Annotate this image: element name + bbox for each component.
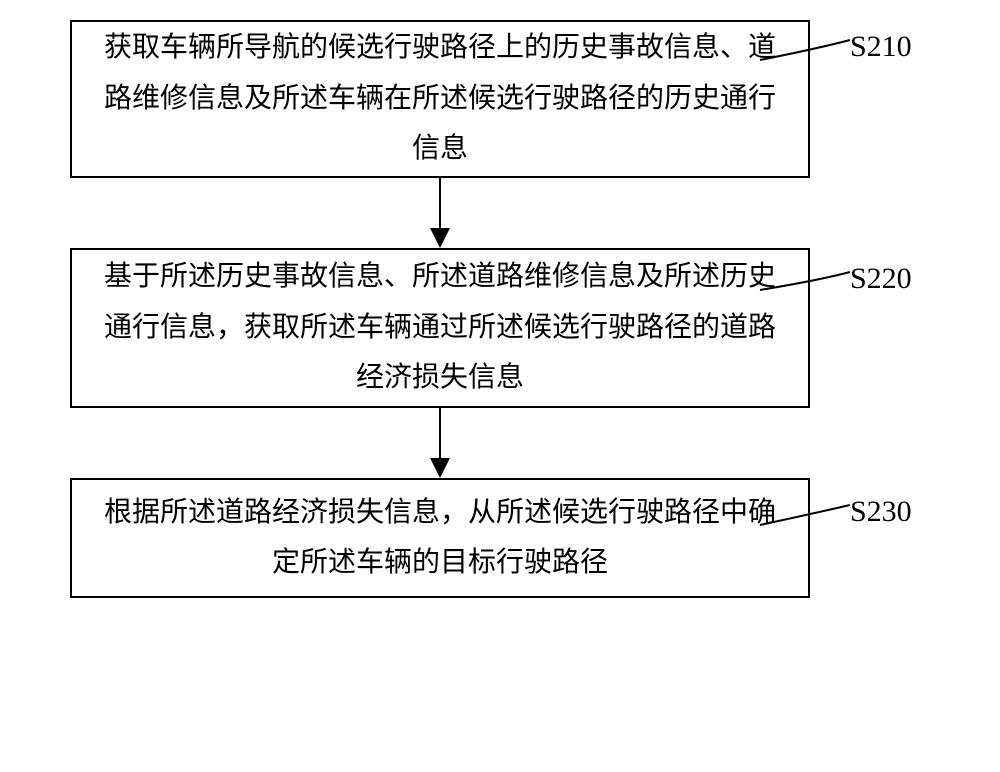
arrow-2-container [70, 408, 810, 478]
step-label-1: S210 [850, 30, 912, 64]
step-1-text: 获取车辆所导航的候选行驶路径上的历史事故信息、道路维修信息及所述车辆在所述候选行… [102, 23, 778, 174]
arrow-down-icon [420, 178, 460, 248]
step-label-3: S230 [850, 495, 912, 529]
step-label-2: S220 [850, 262, 912, 296]
arrow-down-icon [420, 408, 460, 478]
step-3-text: 根据所述道路经济损失信息，从所述候选行驶路径中确定所述车辆的目标行驶路径 [102, 488, 778, 589]
flowchart-step-2: 基于所述历史事故信息、所述道路维修信息及所述历史通行信息，获取所述车辆通过所述候… [70, 248, 810, 408]
step-2-text: 基于所述历史事故信息、所述道路维修信息及所述历史通行信息，获取所述车辆通过所述候… [102, 252, 778, 403]
flowchart-step-1: 获取车辆所导航的候选行驶路径上的历史事故信息、道路维修信息及所述车辆在所述候选行… [70, 20, 810, 178]
flowchart-step-3: 根据所述道路经济损失信息，从所述候选行驶路径中确定所述车辆的目标行驶路径 [70, 478, 810, 598]
flowchart-container: 获取车辆所导航的候选行驶路径上的历史事故信息、道路维修信息及所述车辆在所述候选行… [70, 20, 930, 598]
arrow-1-container [70, 178, 810, 248]
